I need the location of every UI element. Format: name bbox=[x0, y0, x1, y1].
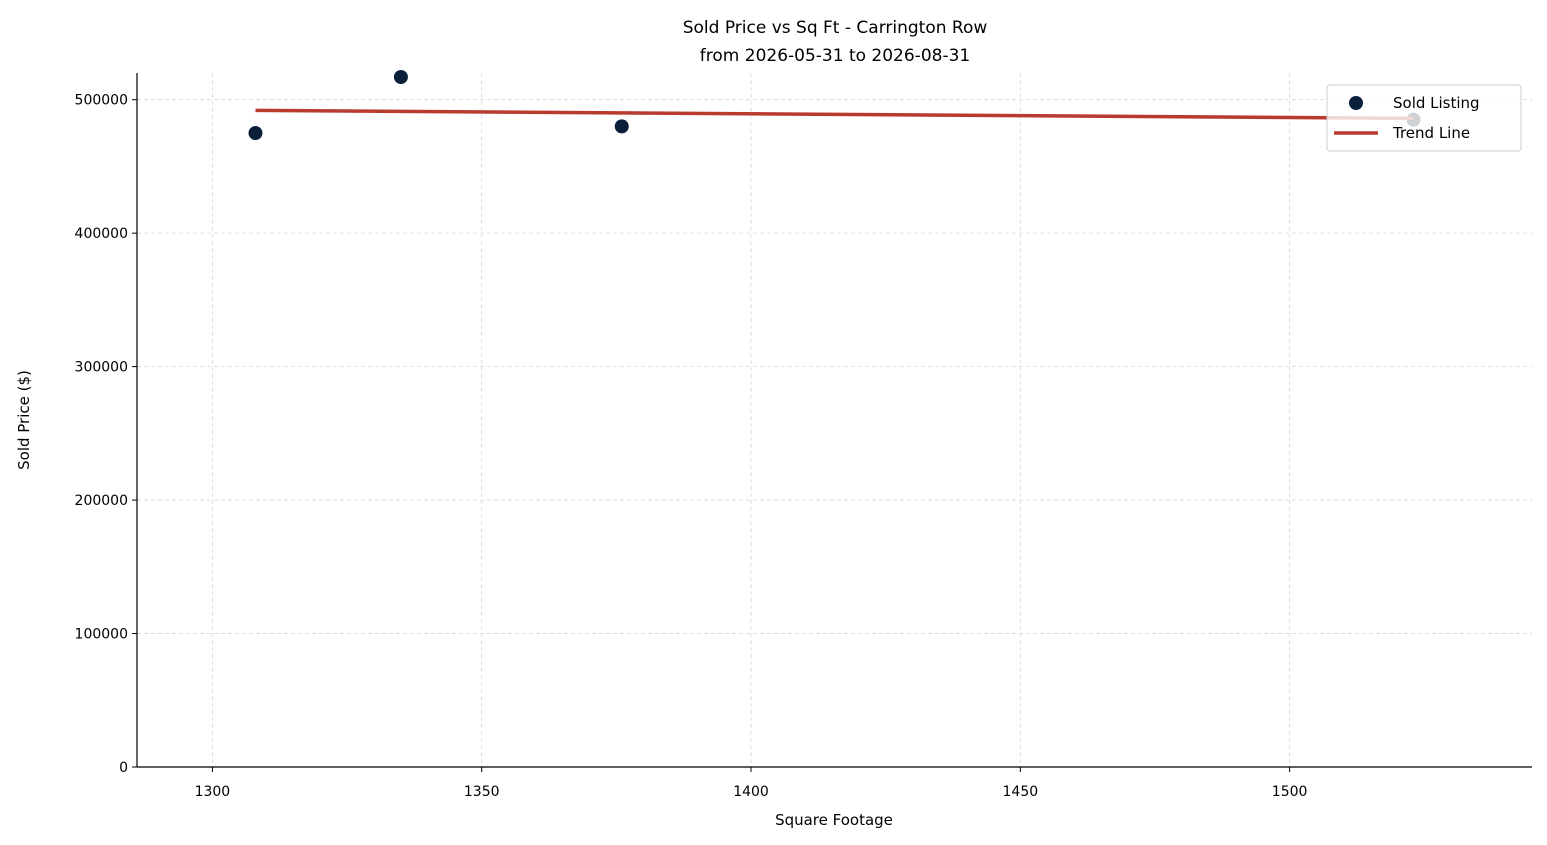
y-tick-label: 0 bbox=[119, 760, 128, 776]
point bbox=[393, 70, 408, 85]
legend-label: Trend Line bbox=[1392, 124, 1470, 142]
chart-title: Sold Price vs Sq Ft - Carrington Row bbox=[683, 18, 988, 38]
y-tick-label: 100000 bbox=[75, 627, 128, 643]
legend-marker bbox=[1349, 96, 1363, 110]
x-tick-label: 1350 bbox=[464, 784, 500, 800]
point bbox=[248, 126, 263, 141]
trend-line bbox=[255, 108, 1414, 121]
chart-subtitle: from 2026-05-31 to 2026-08-31 bbox=[700, 46, 970, 66]
y-tick-label: 500000 bbox=[75, 93, 128, 109]
y-axis-label: Sold Price ($) bbox=[15, 370, 33, 470]
x-tick-label: 1500 bbox=[1272, 784, 1308, 800]
y-tick-label: 400000 bbox=[75, 226, 128, 242]
x-tick-label: 1300 bbox=[195, 784, 231, 800]
x-tick-label: 1450 bbox=[1003, 784, 1039, 800]
legend-label: Sold Listing bbox=[1393, 94, 1480, 112]
point bbox=[614, 119, 629, 134]
x-tick-label: 1400 bbox=[733, 784, 769, 800]
legend: Sold Listing Trend Line bbox=[1326, 84, 1522, 152]
x-axis-label: Square Footage bbox=[775, 811, 893, 829]
y-tick-label: 200000 bbox=[75, 493, 128, 509]
y-tick-label: 300000 bbox=[75, 360, 128, 376]
